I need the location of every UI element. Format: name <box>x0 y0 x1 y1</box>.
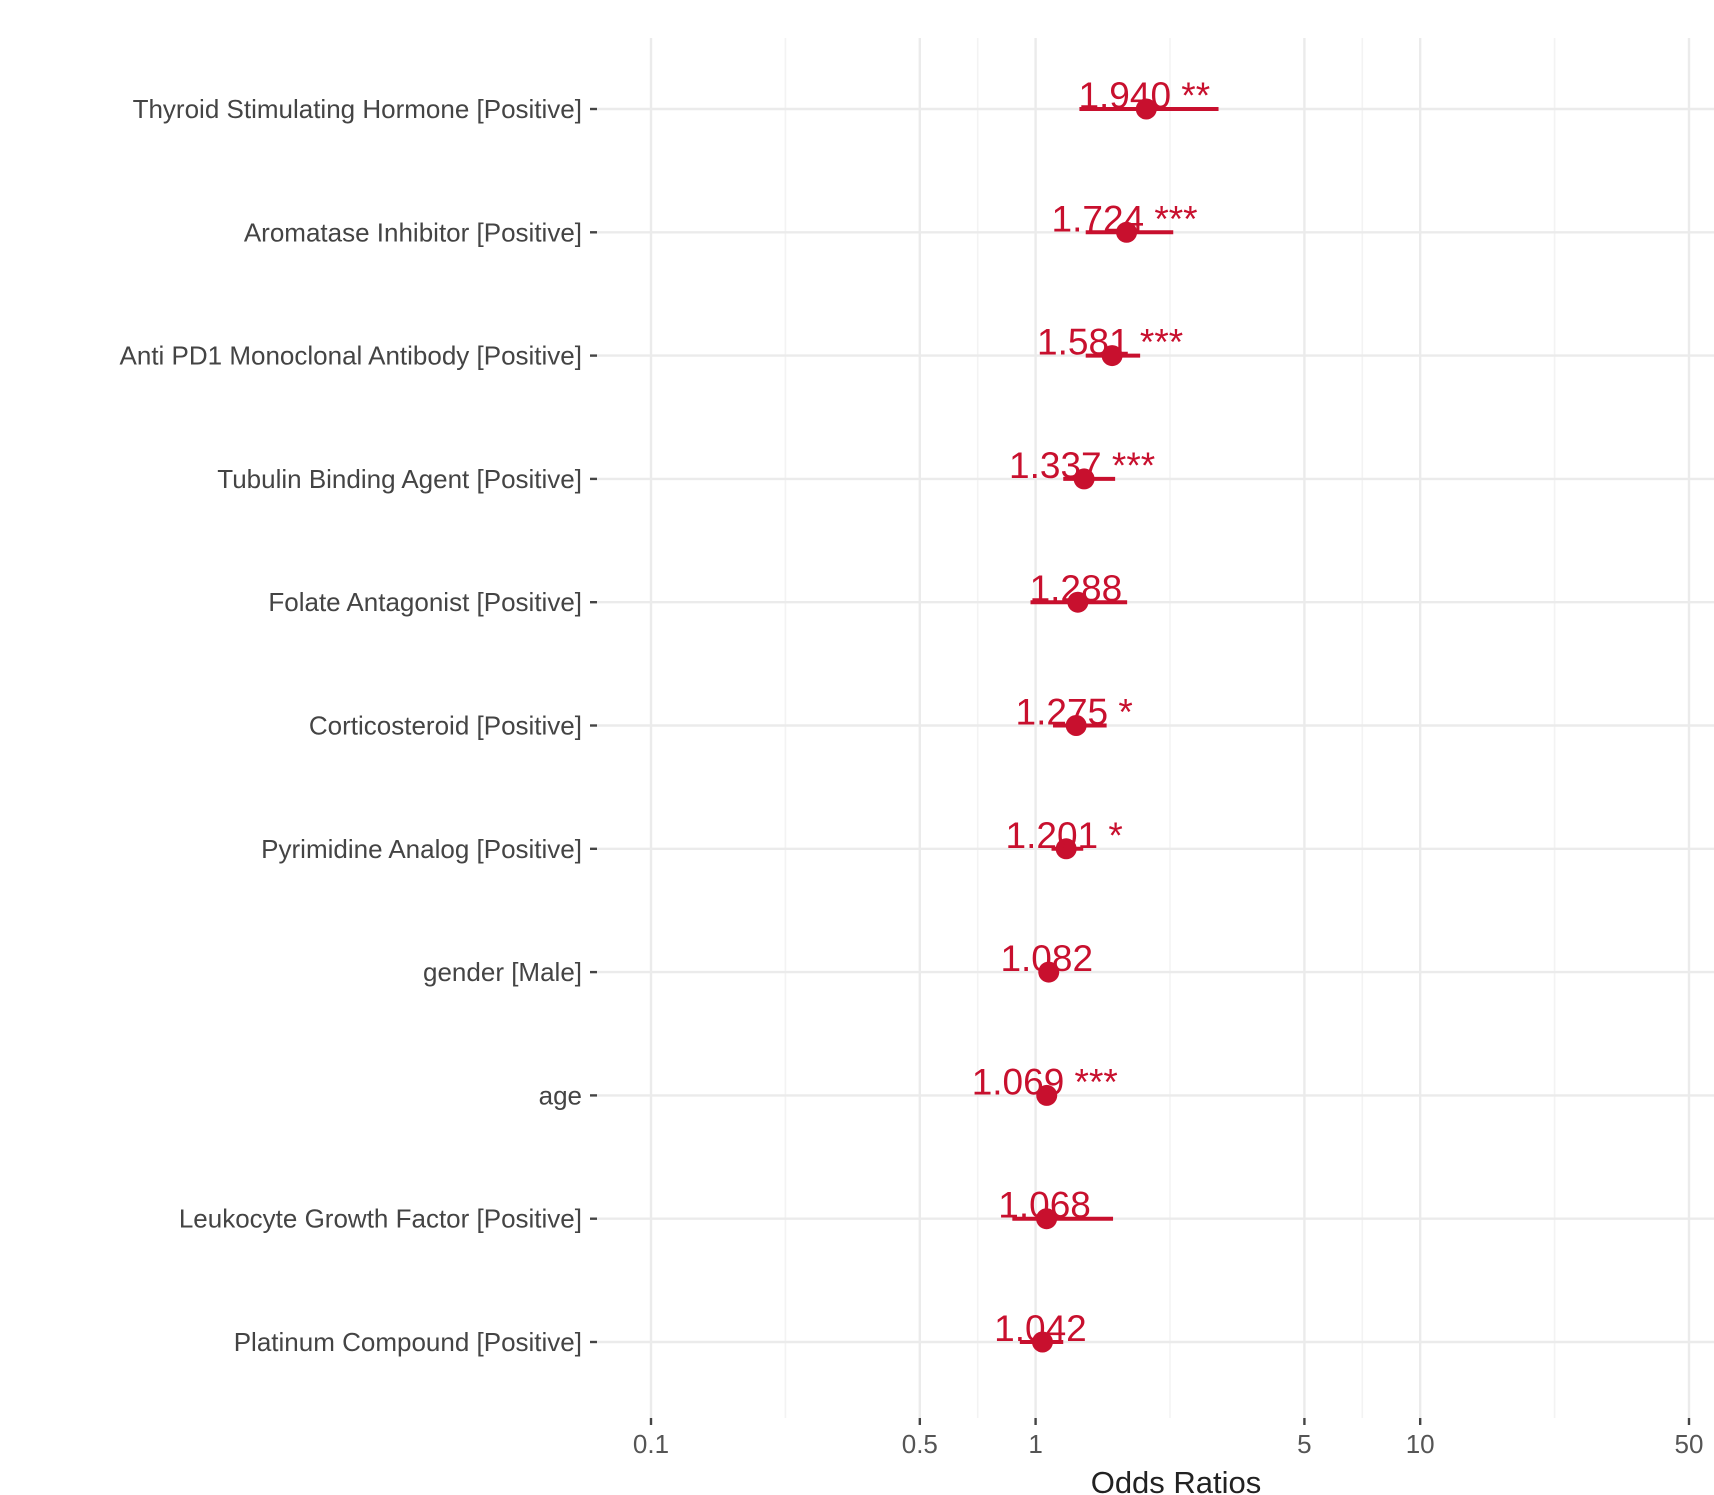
estimate-row: 1.069 *** <box>972 1061 1118 1106</box>
estimate-label: 1.724 *** <box>1052 198 1198 239</box>
estimate-label: 1.201 * <box>1006 815 1123 856</box>
point-estimate <box>1038 961 1060 983</box>
x-tick-label: 5 <box>1297 1429 1311 1459</box>
y-tick-label: Leukocyte Growth Factor [Positive] <box>179 1204 582 1234</box>
estimate-label: 1.940 ** <box>1078 75 1210 116</box>
x-axis-title: Odds Ratios <box>1091 1465 1262 1495</box>
estimate-row: 1.940 ** <box>1078 75 1219 120</box>
x-tick-label: 0.1 <box>633 1429 669 1459</box>
y-tick-label: Pyrimidine Analog [Positive] <box>261 834 582 864</box>
estimate-row: 1.288 <box>1030 568 1128 613</box>
y-tick-label: gender [Male] <box>423 957 582 987</box>
y-tick-label: Platinum Compound [Positive] <box>234 1327 582 1357</box>
y-tick-label: Folate Antagonist [Positive] <box>268 587 582 617</box>
x-tick-label: 1 <box>1028 1429 1042 1459</box>
estimate-label: 1.042 <box>994 1308 1087 1349</box>
x-axis: 0.1 0.5 1 5 10 50 <box>633 1418 1704 1459</box>
point-estimate <box>1031 1331 1053 1353</box>
point-estimate <box>1067 591 1089 613</box>
x-tick-label: 50 <box>1675 1429 1704 1459</box>
estimate-label: 1.288 <box>1030 568 1123 609</box>
y-tick-label: Aromatase Inhibitor [Positive] <box>244 217 582 247</box>
point-estimate <box>1101 345 1123 367</box>
data-marks: 1.940 ** 1.724 *** 1.581 *** 1.337 *** 1.288… <box>972 75 1219 1353</box>
y-tick-label: age <box>539 1080 582 1110</box>
estimate-row: 1.581 *** <box>1037 322 1183 367</box>
estimate-label: 1.275 * <box>1016 692 1133 733</box>
x-tick-label: 10 <box>1406 1429 1435 1459</box>
estimate-label: 1.069 *** <box>972 1061 1118 1102</box>
y-tick-label: Tubulin Binding Agent [Positive] <box>217 464 582 494</box>
plot-panel <box>597 38 1714 1418</box>
point-estimate <box>1036 1208 1058 1230</box>
point-estimate <box>1135 98 1157 120</box>
estimate-label: 1.337 *** <box>1009 445 1155 486</box>
estimate-row: 1.275 * <box>1016 692 1133 736</box>
estimate-label: 1.082 <box>1000 938 1093 979</box>
point-estimate <box>1036 1084 1058 1106</box>
estimate-label: 1.068 <box>998 1185 1091 1226</box>
y-tick-label: Corticosteroid [Positive] <box>309 711 582 741</box>
estimate-row: 1.042 <box>994 1308 1087 1353</box>
estimate-row: 1.068 <box>998 1185 1114 1230</box>
y-tick-label: Thyroid Stimulating Hormone [Positive] <box>133 94 582 124</box>
y-tick-label: Anti PD1 Monoclonal Antibody [Positive] <box>120 341 582 371</box>
estimate-label: 1.581 *** <box>1037 322 1183 363</box>
estimate-row: 1.724 *** <box>1052 198 1198 243</box>
point-estimate <box>1116 221 1138 243</box>
point-estimate <box>1065 715 1087 736</box>
y-axis: Thyroid Stimulating Hormone [Positive] Ar… <box>120 94 597 1357</box>
grid-lines <box>597 38 1714 1418</box>
point-estimate <box>1073 468 1095 490</box>
estimate-row: 1.337 *** <box>1009 445 1155 490</box>
estimate-row: 1.082 <box>1000 938 1093 983</box>
point-estimate <box>1055 838 1077 860</box>
estimate-row: 1.201 * <box>1006 815 1123 860</box>
x-tick-label: 0.5 <box>902 1429 938 1459</box>
